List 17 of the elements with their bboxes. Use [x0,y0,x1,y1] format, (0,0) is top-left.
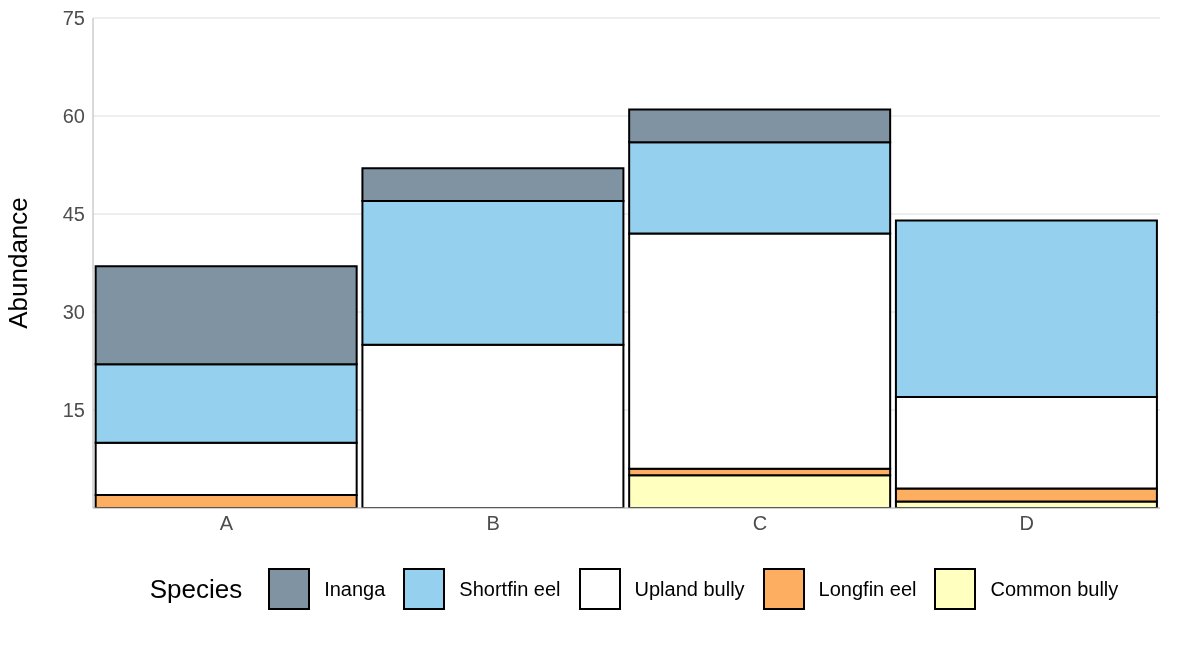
y-tick-label: 15 [62,399,85,422]
legend-label: Inanga [324,577,386,601]
legend-title: Species [149,573,243,605]
bar [628,474,892,508]
y-axis-title: Abundance [3,197,34,329]
x-tick-label: A [219,512,234,535]
legend-label: Longfin eel [818,577,917,601]
x-tick-label: D [1019,512,1034,535]
legend-label: Upland bully [634,577,745,601]
x-tick-label: C [752,512,768,535]
y-tick-label: 30 [62,301,85,324]
legend-label: Shortfin eel [459,577,561,601]
y-tick-label: 75 [62,7,85,30]
x-tick-label: B [486,512,500,535]
y-tick-label: 60 [62,105,85,128]
legend-label: Common bully [990,577,1119,601]
y-tick-label: 45 [62,203,85,226]
